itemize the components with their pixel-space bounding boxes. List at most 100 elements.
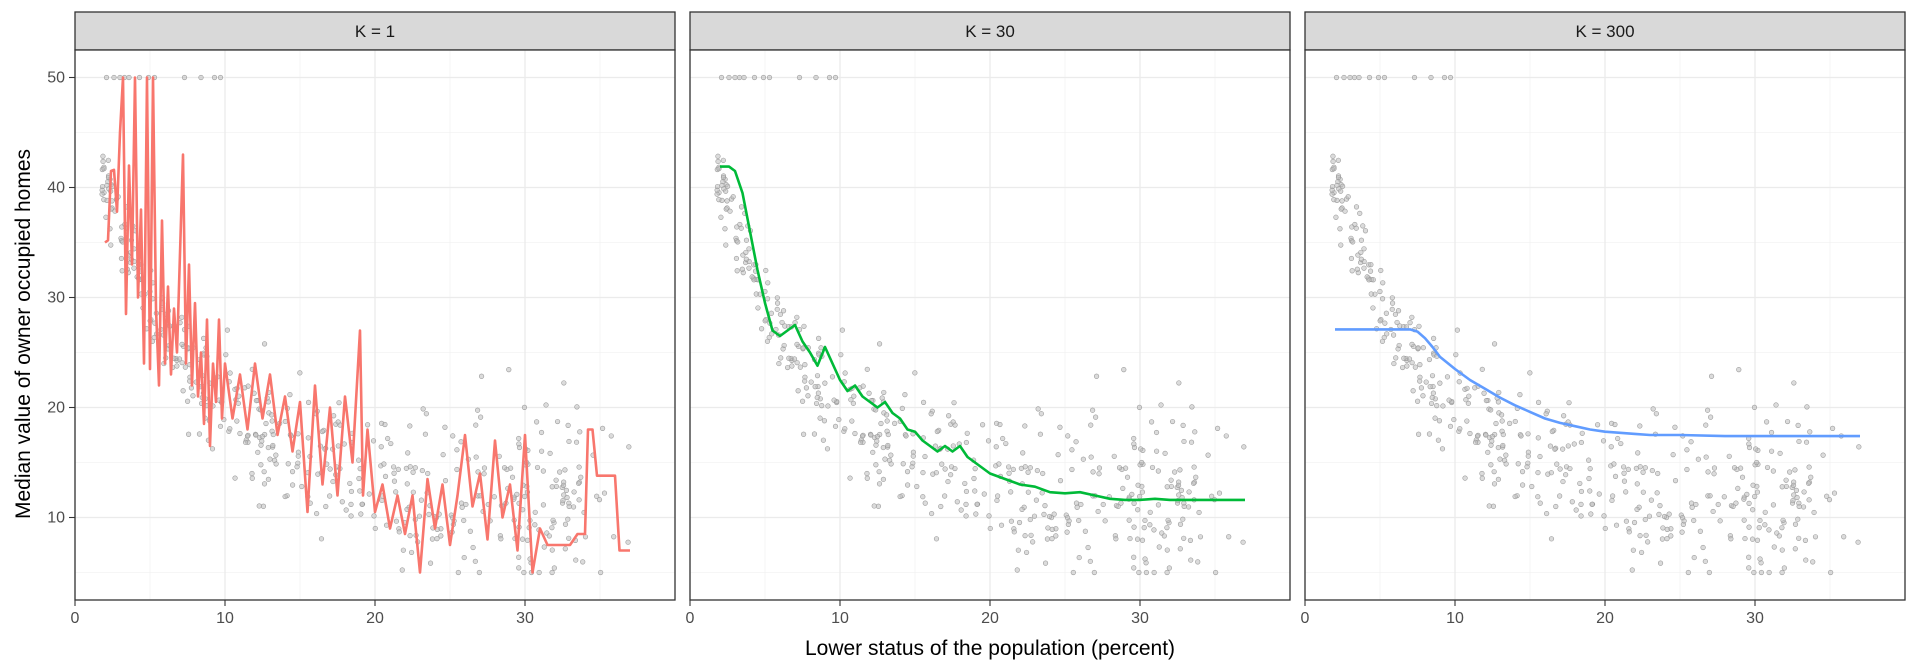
data-point xyxy=(126,74,132,81)
data-point xyxy=(1791,492,1797,498)
data-point xyxy=(532,509,538,515)
data-point xyxy=(1773,402,1779,408)
data-point xyxy=(217,423,224,429)
data-point xyxy=(1151,569,1157,576)
data-point xyxy=(263,420,269,427)
data-point xyxy=(1486,503,1492,509)
data-point xyxy=(1162,450,1168,456)
data-point xyxy=(1805,480,1812,486)
data-point xyxy=(1416,323,1422,329)
data-point xyxy=(1361,246,1367,252)
data-point xyxy=(1640,469,1646,475)
data-point xyxy=(774,306,780,312)
data-point xyxy=(99,191,105,197)
data-point xyxy=(1728,536,1734,542)
data-point xyxy=(561,380,567,386)
data-point xyxy=(1153,448,1160,454)
data-point xyxy=(295,453,301,459)
data-point xyxy=(914,483,920,490)
data-point xyxy=(922,453,928,460)
data-point xyxy=(995,493,1001,499)
x-tick-label: 10 xyxy=(1446,610,1464,627)
data-point xyxy=(1812,534,1819,540)
data-point xyxy=(1417,362,1423,368)
data-point xyxy=(217,74,224,81)
data-point xyxy=(1076,517,1082,524)
data-point xyxy=(1142,517,1148,524)
data-point xyxy=(1653,411,1659,417)
y-axis: 10 20 30 40 50 xyxy=(47,70,75,527)
data-point xyxy=(1025,489,1031,495)
data-point xyxy=(1379,338,1386,344)
data-point xyxy=(1392,311,1399,317)
data-point xyxy=(463,501,469,508)
data-point xyxy=(1364,274,1370,280)
data-point xyxy=(1697,528,1703,534)
data-point xyxy=(576,497,582,503)
data-point xyxy=(730,194,736,200)
data-point xyxy=(1177,521,1184,527)
data-point xyxy=(1349,224,1355,230)
data-point xyxy=(547,450,553,456)
data-point xyxy=(1090,469,1096,475)
data-point xyxy=(905,482,911,488)
data-point xyxy=(786,355,792,361)
data-point xyxy=(1025,469,1031,475)
data-point xyxy=(553,477,559,483)
data-point xyxy=(1488,462,1494,468)
data-point xyxy=(1360,223,1366,229)
data-point xyxy=(971,475,977,482)
data-point xyxy=(1041,511,1047,517)
data-point xyxy=(366,491,372,497)
data-point xyxy=(259,433,265,440)
data-point xyxy=(1175,482,1182,488)
data-point xyxy=(1654,490,1660,496)
data-point xyxy=(1338,242,1344,248)
data-point xyxy=(181,74,188,81)
x-tick-label: 30 xyxy=(1131,610,1149,627)
data-point xyxy=(1406,356,1413,362)
data-point xyxy=(1155,502,1162,508)
data-point xyxy=(1381,74,1388,81)
data-point xyxy=(884,412,890,418)
data-point xyxy=(1136,404,1143,410)
data-point xyxy=(1602,525,1608,532)
data-point xyxy=(963,488,970,495)
data-point xyxy=(743,256,749,262)
data-point xyxy=(880,444,886,451)
data-point xyxy=(885,431,891,438)
data-point xyxy=(1338,206,1344,212)
data-point xyxy=(993,444,999,450)
data-point xyxy=(454,447,460,453)
data-point xyxy=(1601,513,1607,519)
data-point xyxy=(1828,569,1834,576)
data-point xyxy=(184,398,191,404)
data-point xyxy=(876,341,883,347)
data-point xyxy=(1770,468,1776,474)
data-point xyxy=(1113,536,1119,542)
data-point xyxy=(1426,356,1433,363)
data-point xyxy=(842,426,848,432)
data-point xyxy=(327,493,333,499)
data-point xyxy=(1430,390,1436,396)
data-point xyxy=(1650,406,1656,412)
data-point xyxy=(1329,191,1335,197)
data-point xyxy=(1185,504,1192,510)
data-point xyxy=(1031,513,1038,519)
data-point xyxy=(1500,442,1506,449)
data-point xyxy=(1177,546,1183,552)
data-point xyxy=(1762,522,1768,528)
knn-fit-line xyxy=(720,165,1245,502)
data-point xyxy=(774,300,781,306)
data-point xyxy=(1156,544,1162,550)
data-point xyxy=(1051,511,1057,517)
data-point xyxy=(224,327,230,333)
data-point xyxy=(532,522,538,528)
data-point xyxy=(714,191,720,197)
data-point xyxy=(749,274,755,280)
data-point xyxy=(972,488,978,494)
data-point xyxy=(385,435,391,442)
data-point xyxy=(1358,256,1364,262)
data-point xyxy=(1517,392,1523,398)
data-point xyxy=(1093,373,1100,379)
